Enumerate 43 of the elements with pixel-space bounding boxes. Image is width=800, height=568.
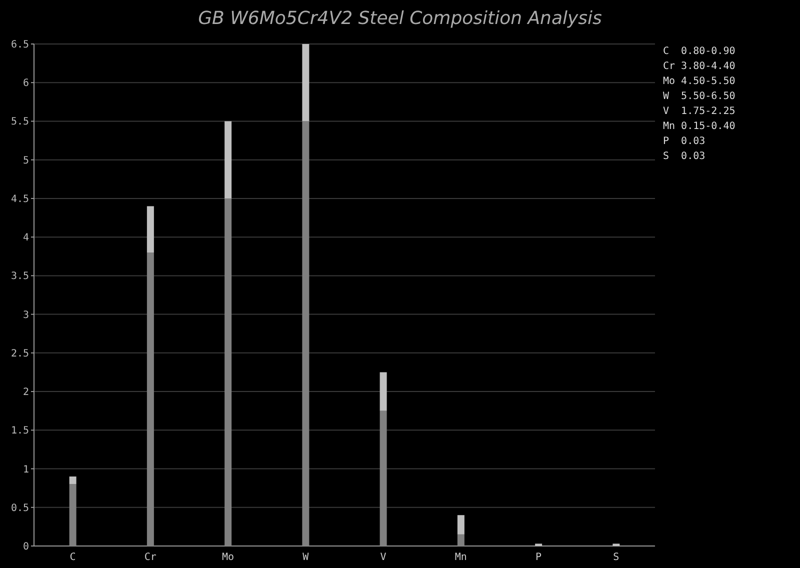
y-tick-label: 6 [22,78,29,90]
bar [69,476,76,484]
chart-title: GB W6Mo5Cr4V2 Steel Composition Analysis [198,8,602,29]
text: Mn 0.15-0.40 [663,121,736,132]
x-tick-label: Mo [222,552,234,563]
y-tick-label: 1 [22,464,29,476]
bar [224,198,232,546]
y-tick-label: 0.5 [10,502,29,514]
x-tick-label: S [613,552,620,563]
bar [380,410,387,546]
text: S 0.03 [663,151,706,162]
x-tick-label: C [70,552,76,563]
text: V 1.75-2.25 [663,106,736,117]
text: C 0.80-0.90 [663,46,736,57]
bar [457,515,464,534]
bar [224,121,232,198]
y-tick-label: 5.5 [10,116,29,128]
bar [302,44,310,122]
text: Cr 3.80-4.40 [663,61,736,72]
bar [146,206,154,253]
x-tick-label: Mn [454,552,467,563]
y-tick-label: 5 [22,155,29,166]
bar [457,534,464,546]
y-tick-label: 6.5 [10,40,29,50]
x-tick-label: Cr [144,552,156,563]
text: Mo 4.50-5.50 [663,76,736,87]
y-tick-label: 0 [22,542,29,552]
y-tick-label: 3 [22,310,29,321]
x-tick-label: W [302,552,310,563]
y-tick-label: 4.5 [10,194,29,205]
y-tick-label: 3.5 [10,271,29,282]
text: W 5.50-6.50 [663,91,736,102]
bar [380,372,387,411]
bar [69,484,76,546]
y-tick-label: 4 [22,232,29,244]
bar [302,121,310,546]
y-tick-label: 2 [22,387,29,398]
x-tick-label: P [536,552,542,563]
bar [146,252,154,546]
y-tick-label: 1.5 [10,426,29,437]
x-tick-label: V [380,552,386,563]
y-tick-label: 2.5 [10,348,29,360]
text: P 0.03 [663,136,706,147]
